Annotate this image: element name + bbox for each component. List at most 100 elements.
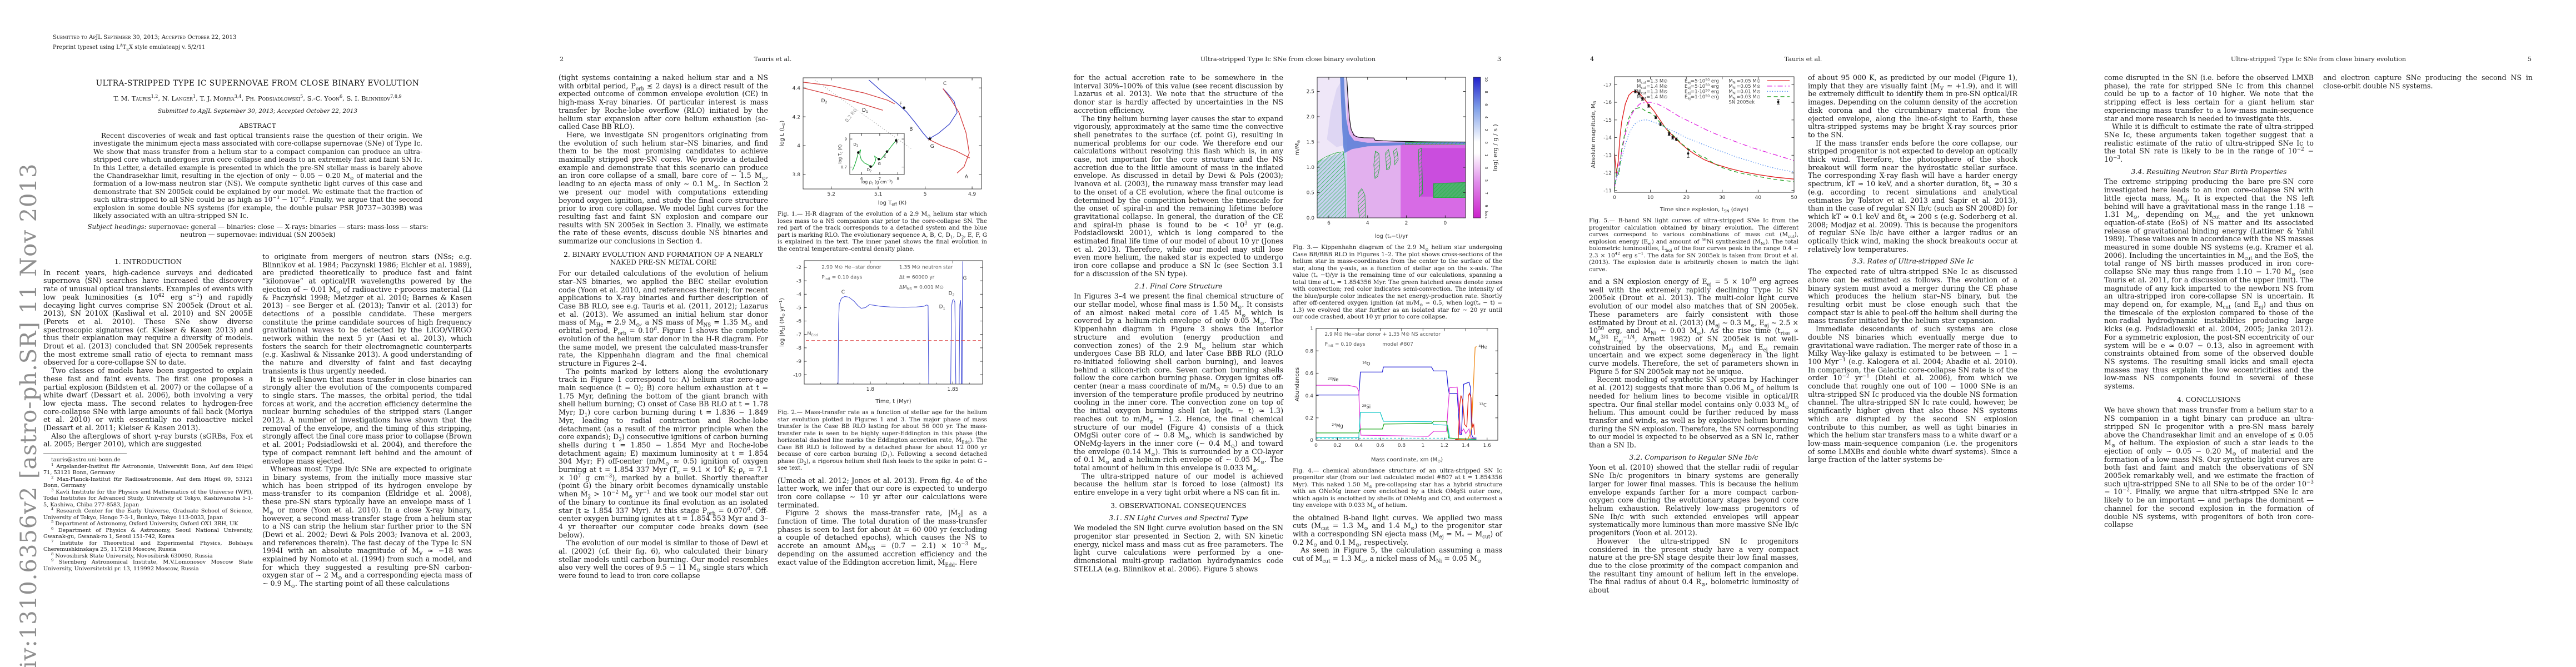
paragraph: In Figures 3–4 we present the final chem… [1074,292,1284,474]
svg-text:40: 40 [1755,195,1762,201]
svg-text:-14: -14 [1603,136,1612,141]
svg-text:Eej=5·1050 erg: Eej=5·1050 erg [1685,78,1719,85]
svg-text:0.8: 0.8 [1306,349,1314,354]
paragraph: and a SN explosion energy of Eej = 5 × 1… [1589,277,1799,376]
svg-text:0: 0 [1443,221,1447,226]
svg-text:4.2: 4.2 [793,115,800,120]
svg-text:Time, t (Myr): Time, t (Myr) [875,399,911,405]
svg-text:2.5: 2.5 [1307,89,1314,95]
svg-text:9: 9 [1484,205,1488,207]
running-head: 2 Tauris et al. [559,56,987,64]
page-number: 2 [560,56,564,63]
svg-text:1.8: 1.8 [866,387,875,392]
svg-text:B: B [909,127,913,132]
svg-text:12C: 12C [1479,402,1487,409]
svg-text:30: 30 [1719,195,1726,201]
svg-text:Pinit = 0.10 days: Pinit = 0.10 days [1324,342,1365,348]
running-title: Ultra-stripped Type Ic SNe from close bi… [2230,56,2406,63]
svg-text:4He: 4He [1478,344,1487,350]
page-number: 4 [1590,56,1595,63]
paragraph: In recent years, high-cadence surveys an… [43,268,253,367]
figure-caption: Fig. 3.— Kippenhahn diagram of the 2.9 M… [1293,244,1503,320]
column-right: and electron capture SNe producing the s… [2323,73,2533,529]
column-left: 0 10 20 30 40 50 -11 -12 -13 -14 -15 -16 -17 Time sin… [1589,74,1798,595]
svg-text:6: 6 [1484,103,1488,106]
page-5: Ultra-stripped Type Ic SNe from close bi… [2061,0,2576,667]
svg-text:10: 10 [1647,195,1654,201]
svg-text:20: 20 [1683,195,1690,201]
page-3: Ultra-stripped Type Ic SNe from close bi… [1030,0,1546,667]
svg-text:Abundances: Abundances [1294,367,1301,401]
svg-text:MNi=0.05 M⊙: MNi=0.05 M⊙ [1728,84,1760,90]
svg-text:C: C [943,81,946,87]
column-left: 1. INTRODUCTION In recent years, high-cad… [43,253,253,588]
paragraph: We have shown that mass transfer from a … [2104,406,2314,529]
svg-text:5: 5 [924,192,927,197]
paragraph: Figure 2 shows the mass-transfer rate, |… [778,509,987,569]
svg-text:0.2: 0.2 [1333,443,1341,449]
running-head: Ultra-stripped Type Ic SNe from close bi… [2104,56,2533,64]
page-number: 5 [2527,56,2532,63]
svg-text:5: 5 [1484,180,1488,182]
svg-text:-5: -5 [796,306,801,311]
page-2: 2 Tauris et al. (tight systems containin… [515,0,1030,667]
section-heading: 3. OBSERVATIONAL CONSEQUENCES [1110,501,1247,510]
column-left: for the actual accretion rate to be some… [1074,73,1284,573]
svg-text:Pinit = 0.10 days: Pinit = 0.10 days [821,275,862,281]
svg-text:5.1: 5.1 [874,192,882,197]
page-4: 4 Tauris et al. 0 10 20 30 40 50 -11 -12 -13 -14 -… [1546,0,2061,667]
svg-text:ṀEdd: ṀEdd [807,331,818,337]
svg-text:-3: -3 [796,278,801,284]
svg-text:1.6: 1.6 [1483,443,1492,449]
svg-text:log Teff (K): log Teff (K) [878,200,907,207]
svg-text:4.4: 4.4 [793,86,801,91]
svg-text:-11: -11 [1603,188,1612,194]
svg-text:1.4: 1.4 [1462,443,1470,449]
preprint-line: Preprint typeset using LATEX style emula… [53,43,206,52]
svg-text:0.6: 0.6 [1376,443,1384,449]
svg-text:1.35 M⊙ neutron star: 1.35 M⊙ neutron star [899,265,953,270]
footnote: 9 Sternberg Astronomical Institute, M.V.… [43,558,253,572]
paragraph: for the actual accretion rate to be some… [1074,73,1283,115]
svg-text:log( erg / g / s ): log( erg / g / s ) [1492,124,1499,171]
svg-text:3: 3 [1484,167,1488,169]
paragraph: The expected rate of ultra-stripped SNe … [1808,267,2017,325]
svg-text:3.8: 3.8 [793,172,801,178]
svg-text:-6: -6 [796,319,801,325]
svg-text:Mcut=1.3 M⊙: Mcut=1.3 M⊙ [1637,78,1667,84]
svg-text:Mass coordinate, xm (M⊙): Mass coordinate, xm (M⊙) [1371,457,1443,464]
paragraph: It is well-known that mass transfer in c… [262,375,472,465]
paragraph: Immediate descendants of such systems ar… [1808,325,2018,464]
subject-headings: Subject headings: supernovae: general — … [87,223,428,239]
svg-text:2: 2 [1405,221,1408,226]
svg-text:-10: -10 [793,372,801,378]
svg-text:Δt = 60000 yr: Δt = 60000 yr [899,275,935,281]
svg-text:10: 10 [1484,77,1488,82]
svg-text:-16: -16 [1603,100,1612,106]
paragraph: Whereas most Type Ib/c SNe are expected … [262,465,472,590]
figure-4-chemical-abundance-structure: 0 0.2 0.4 0.6 0.8 1 1.2 1.4 1.6 0 0.2 0.4 0.6 0.8 1 Mas… [1293,326,1502,465]
svg-text:0: 0 [1314,443,1318,449]
svg-text:G: G [963,276,966,281]
paragraph: Recent modeling of synthetic SN spectra … [1589,375,1798,450]
paragraph: (Umeda et al. 2012; Jones et al. 2013). … [778,476,987,509]
column-left: come disrupted in the SN (i.e. before th… [2104,73,2314,529]
paragraph: The tiny helium burning layer causes the… [1074,114,1284,278]
svg-text:0: 0 [1613,195,1616,201]
section-heading: 4. CONCLUSIONS [2177,395,2241,404]
svg-text:-4: -4 [796,292,801,297]
figure-3-kippenhahn-diagram: 6 4 2 0 0.0 0.5 1.0 1.5 2.0 2.5 log (t*−t)/yr m/M⊙ 1… [1293,74,1502,241]
svg-text:8: 8 [896,177,899,181]
svg-text:log Tc (K): log Tc (K) [838,145,844,164]
svg-text:Eej=5·1050 erg: Eej=5·1050 erg [1685,83,1719,90]
svg-text:MNi=0.01 M⊙: MNi=0.01 M⊙ [1728,89,1760,96]
svg-text:8.7: 8.7 [841,165,847,170]
paragraph: The ultra-stripped nature of our model i… [1074,471,1283,497]
column-right: 6 4 2 0 0.0 0.5 1.0 1.5 2.0 2.5 log (t*−t)/yr m/M⊙ 1… [1293,74,1502,573]
footnote: 2 Max-Planck-Institut für Radioastronomi… [43,475,253,489]
svg-text:C: C [841,290,845,295]
footnote: 1 Argelander-Institut für Astronomie, Un… [43,462,253,476]
subsection-heading: 3.1. SN Light Curves and Spectral Type [1109,513,1248,522]
svg-text:-17: -17 [1603,82,1612,88]
footnote: 4 Research Center for the Early Universe… [43,506,253,521]
